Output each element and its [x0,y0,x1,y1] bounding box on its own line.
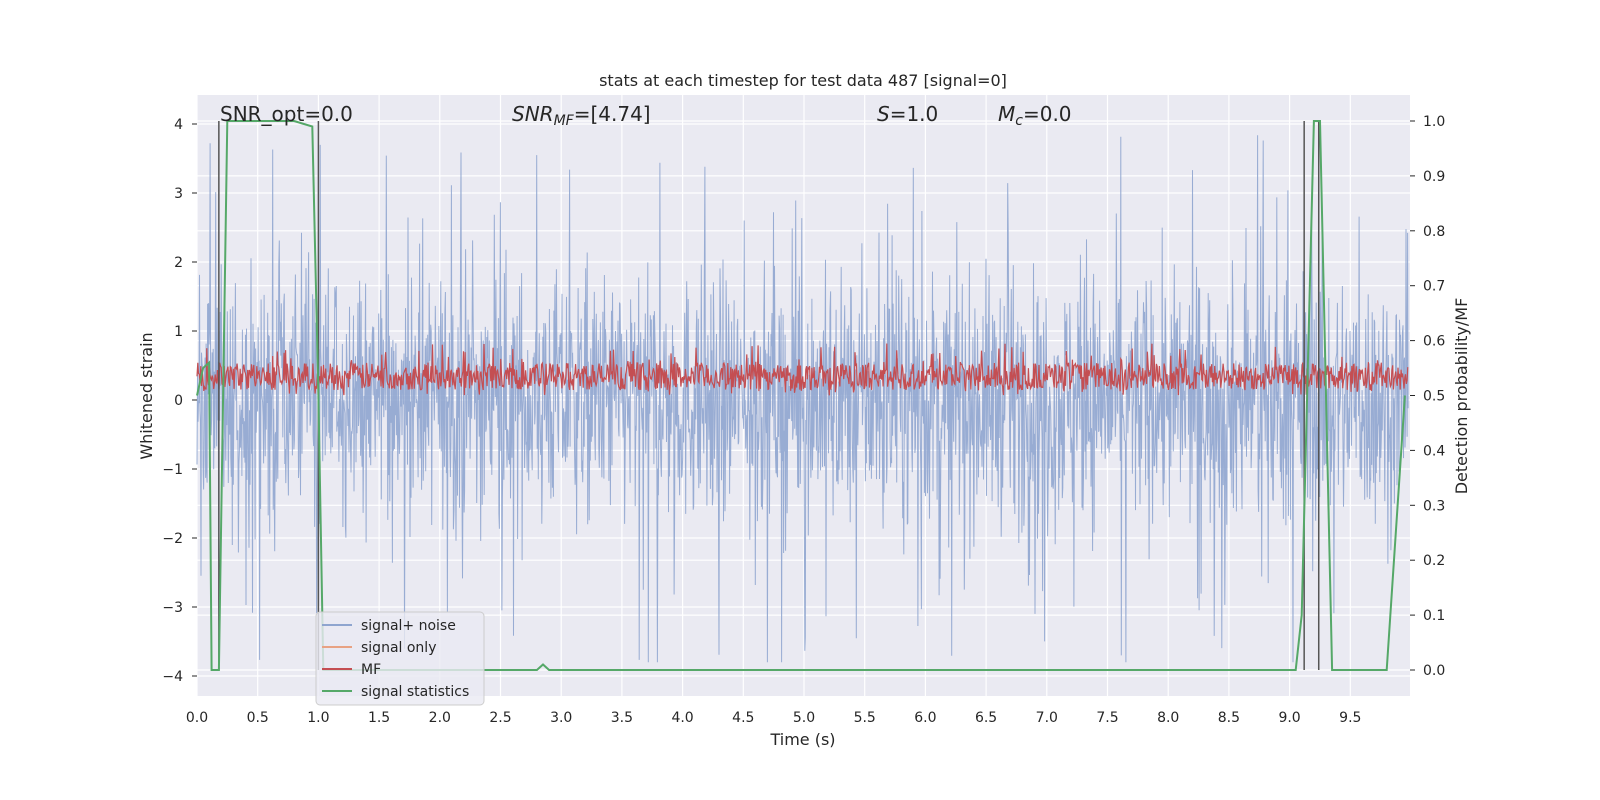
y-tick-label: 3 [174,186,183,202]
x-tick-label: 6.5 [975,710,997,726]
x-tick-label: 3.0 [550,710,572,726]
y-right-tick-label: 0.3 [1423,498,1445,514]
y-right-tick-label: 0.2 [1423,553,1445,569]
y-right-tick-label: 0.0 [1423,663,1445,679]
mf-line [196,343,1409,396]
x-axis-ticks: 0.0 0.5 1.0 1.5 2.0 2.5 3.0 3.5 4.0 4.5 5.0 5.5 6.0 6… [186,710,1362,726]
y-right-tick-label: 0.4 [1423,443,1445,459]
annotation-snr-opt: SNR_opt=0.0 [220,102,353,126]
y-axis-right-label: Detection probability/MF [1452,298,1471,495]
y-tick-label: −4 [162,669,183,685]
y-tick-label: −1 [162,462,183,478]
legend-label-signal-statistics: signal statistics [361,684,469,700]
x-tick-label: 5.0 [793,710,815,726]
annotation-mc: Mc=0.0 [998,102,1072,129]
y-axis-right-ticks: 1.0 0.9 0.8 0.7 0.6 0.5 0.4 0.3 0.2 0.1 0.0 [1410,114,1445,679]
y-tick-label: 4 [174,117,183,133]
x-tick-label: 9.5 [1339,710,1361,726]
y-tick-label: 1 [174,324,183,340]
x-tick-label: 7.0 [1036,710,1058,726]
y-tick-label: 0 [174,393,183,409]
signal-statistics-series [196,120,1406,671]
y-right-tick-label: 0.7 [1423,279,1445,295]
y-axis-label: Whitened strain [137,332,156,459]
chart-title: stats at each timestep for test data 487… [599,71,1007,90]
x-tick-label: 8.5 [1218,710,1240,726]
x-tick-label: 4.5 [732,710,754,726]
x-tick-label: 4.0 [671,710,693,726]
annotation-snr-mf: SNRMF=[4.74] [512,102,651,129]
signal-noise-series [196,135,1409,663]
x-tick-label: 8.0 [1157,710,1179,726]
x-tick-label: 2.5 [489,710,511,726]
legend-label-signal-noise: signal+ noise [361,618,456,634]
signal-noise-line [196,135,1409,663]
y-right-tick-label: 0.9 [1423,169,1445,185]
x-tick-label: 0.5 [247,710,269,726]
x-tick-label: 0.0 [186,710,208,726]
mf-series [196,343,1409,396]
x-tick-label: 2.0 [429,710,451,726]
y-tick-label: 2 [174,255,183,271]
x-tick-label: 1.0 [307,710,329,726]
x-tick-label: 6.0 [914,710,936,726]
signal-statistics-line [196,120,1406,671]
x-tick-label: 7.5 [1096,710,1118,726]
legend-box [315,611,485,706]
y-right-tick-label: 0.5 [1423,389,1445,405]
y-right-tick-label: 0.6 [1423,334,1445,350]
x-tick-label: 1.5 [368,710,390,726]
y-tick-label: −3 [162,600,183,616]
y-axis-ticks: 4 3 2 1 0 −1 −2 −3 −4 [162,117,197,685]
x-tick-label: 5.5 [854,710,876,726]
legend-label-mf: MF [361,662,381,678]
annotation-s: S=1.0 [877,102,938,126]
legend-label-signal-only: signal only [361,640,436,656]
y-right-tick-label: 0.8 [1423,224,1445,240]
y-right-tick-label: 0.1 [1423,608,1445,624]
x-axis-label: Time (s) [769,730,835,749]
legend: signal+ noise signal only MF signal stat… [315,611,485,706]
y-tick-label: −2 [162,531,183,547]
y-right-tick-label: 1.0 [1423,114,1445,130]
x-tick-label: 9.0 [1278,710,1300,726]
x-tick-label: 3.5 [611,710,633,726]
